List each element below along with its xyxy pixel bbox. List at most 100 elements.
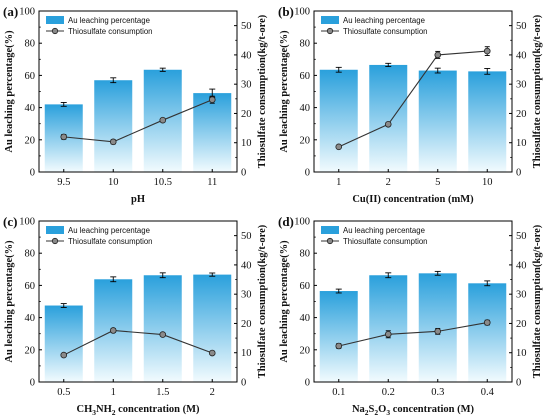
legend-line-marker: [326, 237, 334, 245]
y2-tick-label: 30: [241, 80, 252, 91]
chart-panel-d: (d) 0 20 40 60 80 100 0 10 20 30 40 50 0.1 0.2 0.3 0.4 Na…: [278, 214, 543, 417]
bar: [319, 291, 358, 382]
line-point: [208, 96, 216, 103]
x-axis-title-subscript: 3: [386, 408, 390, 417]
x-axis-title-part: NH: [96, 404, 112, 415]
x-tick-label: 9.5: [57, 177, 70, 188]
line-point: [159, 331, 167, 338]
y2-tick-label: 30: [516, 290, 527, 301]
bar: [418, 273, 457, 382]
y-tick-label: 80: [300, 249, 311, 260]
x-tick-label: 0.1: [332, 387, 345, 398]
legend-line-marker: [326, 27, 334, 35]
x-tick-label: 2: [210, 387, 215, 398]
y2-tick-label: 30: [516, 80, 527, 91]
x-tick-label: 0.2: [382, 387, 395, 398]
legend-label: Au leaching percentage: [343, 16, 425, 25]
y-tick-label: 100: [19, 7, 35, 18]
line-point: [335, 342, 343, 350]
y2-tick-label: 20: [241, 109, 252, 120]
x-axis-title: Cu(II) concentration (mM): [352, 194, 474, 205]
bar: [143, 275, 182, 382]
y-tick-label: 100: [294, 217, 310, 228]
legend-label: Au leaching percentage: [68, 226, 150, 235]
x-axis-title-part: O: [378, 404, 386, 415]
panel-letter: (a): [3, 4, 18, 19]
y2-tick-label: 40: [241, 50, 252, 61]
x-axis-title-subscript: 2: [365, 408, 369, 417]
x-tick-label: 1.5: [156, 387, 169, 398]
y-tick-label: 40: [300, 313, 311, 324]
y2-tick-label: 50: [241, 21, 252, 32]
y2-tick-label: 0: [241, 378, 246, 389]
legend-label: Thiosulfate consumption: [343, 237, 428, 246]
legend-label: Au leaching percentage: [68, 16, 150, 25]
x-tick-label: 0.3: [431, 387, 444, 398]
y2-axis-title: Thiosulfate consumption(kg/t-ore): [257, 14, 268, 168]
y2-tick-label: 10: [241, 138, 252, 149]
y-tick-label: 40: [300, 103, 311, 114]
y2-tick-label: 10: [516, 138, 527, 149]
y2-tick-label: 40: [516, 260, 527, 271]
x-axis-title-subscript: 2: [374, 408, 378, 417]
line-point: [384, 120, 392, 128]
x-axis-title-subscript: 3: [92, 408, 96, 417]
bar: [44, 305, 83, 382]
panel-letter: (c): [3, 214, 17, 229]
x-tick-label: 1: [111, 387, 116, 398]
y-axis-title: Au leaching percentage(%): [279, 240, 290, 363]
x-tick-label: 10: [108, 177, 119, 188]
panel-letter: (d): [278, 214, 294, 229]
legend-label: Au leaching percentage: [343, 226, 425, 235]
y-tick-label: 80: [25, 249, 36, 260]
y-tick-label: 0: [30, 378, 35, 389]
y2-tick-label: 50: [516, 231, 527, 242]
line-point: [208, 349, 216, 357]
line-point: [159, 116, 167, 124]
y2-axis-title: Thiosulfate consumption(kg/t-ore): [532, 14, 543, 168]
x-tick-label: 10: [482, 177, 493, 188]
y-tick-label: 60: [300, 71, 311, 82]
y-tick-label: 0: [305, 378, 310, 389]
y2-tick-label: 0: [516, 168, 521, 179]
y2-tick-label: 0: [241, 168, 246, 179]
y2-axis-title: Thiosulfate consumption(kg/t-ore): [532, 224, 543, 378]
legend-line-marker: [51, 27, 59, 35]
legend-line-marker: [51, 237, 59, 245]
bar: [468, 283, 507, 382]
y-tick-label: 20: [25, 345, 36, 356]
y-tick-label: 60: [300, 281, 311, 292]
x-tick-label: 0.5: [57, 387, 70, 398]
line-point: [483, 319, 491, 326]
y-tick-label: 40: [25, 313, 36, 324]
bar: [369, 275, 408, 382]
y2-tick-label: 50: [516, 21, 527, 32]
y-tick-label: 20: [300, 135, 311, 146]
chart-panel-a: (a) 0 20 40 60 80 100 0 10 20 30 40 50 9.5 10 10.5 11 pH A…: [3, 4, 268, 205]
y-tick-label: 0: [30, 168, 35, 179]
x-axis-title-part: CH: [77, 404, 93, 415]
y2-axis-title: Thiosulfate consumption(kg/t-ore): [257, 224, 268, 378]
y2-tick-label: 20: [516, 109, 527, 120]
y-tick-label: 100: [19, 217, 35, 228]
y-axis-title: Au leaching percentage(%): [4, 240, 15, 363]
consumption-line: [338, 50, 488, 148]
y2-tick-label: 30: [241, 290, 252, 301]
y2-tick-label: 20: [241, 319, 252, 330]
y-tick-label: 60: [25, 71, 36, 82]
consumption-line: [63, 99, 213, 143]
line-point: [384, 330, 392, 338]
y-tick-label: 20: [25, 135, 36, 146]
y-tick-label: 20: [300, 345, 311, 356]
legend-bar-swatch: [321, 16, 339, 24]
legend-label: Thiosulfate consumption: [343, 27, 428, 36]
x-axis-title-part: concentration (M): [116, 404, 200, 415]
consumption-line: [338, 322, 488, 347]
line-point: [109, 138, 117, 146]
legend-label: Thiosulfate consumption: [68, 237, 153, 246]
line-point: [434, 51, 442, 59]
y-tick-label: 100: [294, 7, 310, 18]
y-tick-label: 80: [25, 39, 36, 50]
x-tick-label: 5: [435, 177, 440, 188]
